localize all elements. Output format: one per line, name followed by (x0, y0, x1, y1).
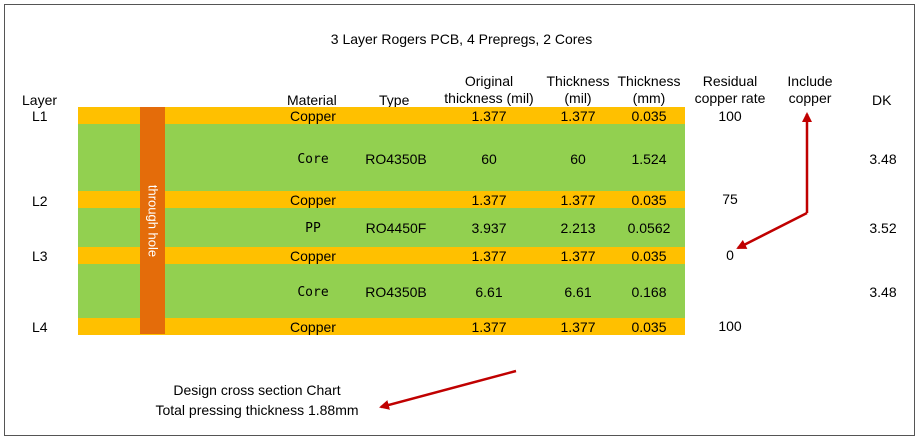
layer-label-l2: L2 (32, 193, 48, 209)
copper-band-l3 (78, 247, 685, 264)
row-4-dk: 3.52 (869, 220, 897, 236)
row-2-type: RO4350B (365, 151, 427, 167)
header-include-copper: Include copper (787, 73, 833, 106)
core-band-2 (78, 264, 685, 318)
copper-band-l4 (78, 318, 685, 335)
header-layer: Layer (22, 92, 58, 108)
row-4-type: RO4450F (365, 220, 427, 236)
footer-caption: Design cross section Chart Total pressin… (155, 382, 359, 418)
row-5-mil: 1.377 (560, 248, 596, 264)
row-3-mm: 0.035 (631, 192, 667, 208)
row-2-dk: 3.48 (869, 151, 897, 167)
row-2-mil: 60 (570, 151, 586, 167)
row-2-material: Core (297, 152, 329, 167)
header-type: Type (379, 92, 410, 108)
row-5-material: Copper (290, 248, 336, 264)
header-dk: DK (872, 92, 892, 108)
row-3-residual: 75 (722, 191, 738, 207)
row-6-mm: 0.168 (631, 284, 667, 300)
row-1-material: Copper (290, 108, 336, 124)
row-4-orig: 3.937 (471, 220, 507, 236)
row-1-residual: 100 (718, 108, 742, 124)
layer-label-l3: L3 (32, 248, 48, 264)
row-3-orig: 1.377 (471, 192, 507, 208)
row-4-material: PP (305, 221, 321, 236)
row-5-orig: 1.377 (471, 248, 507, 264)
through-hole: through hole (140, 107, 165, 334)
row-1-mil: 1.377 (560, 108, 596, 124)
row-6-material: Core (297, 285, 329, 300)
layer-label-l1: L1 (32, 108, 48, 124)
row-6-type: RO4350B (365, 284, 427, 300)
row-5-residual: 0 (726, 247, 734, 263)
row-5-mm: 0.035 (631, 248, 667, 264)
row-7-mm: 0.035 (631, 319, 667, 335)
copper-band-l2 (78, 191, 685, 208)
row-7-residual: 100 (718, 318, 742, 334)
diagram-frame (4, 4, 915, 436)
header-material: Material (287, 92, 337, 108)
thickness-arrow (379, 369, 517, 410)
row-1-mm: 0.035 (631, 108, 667, 124)
row-4-mm: 0.0562 (627, 220, 671, 236)
row-3-mil: 1.377 (560, 192, 596, 208)
row-7-material: Copper (290, 319, 336, 335)
header-original-thickness: Original thickness (mil) (444, 73, 534, 106)
row-6-dk: 3.48 (869, 284, 897, 300)
row-2-orig: 60 (481, 151, 497, 167)
diagram-title: 3 Layer Rogers PCB, 4 Prepregs, 2 Cores (330, 31, 593, 47)
layer-label-l4: L4 (32, 319, 48, 335)
row-7-mil: 1.377 (560, 319, 596, 335)
row-6-mil: 6.61 (564, 284, 592, 300)
header-thickness-mil: Thickness (mil) (546, 73, 610, 106)
prepreg-band (78, 208, 685, 247)
row-6-orig: 6.61 (475, 284, 503, 300)
include-copper-arrow (736, 112, 812, 250)
row-3-material: Copper (290, 192, 336, 208)
row-4-mil: 2.213 (560, 220, 596, 236)
core-band-1 (78, 124, 685, 191)
row-1-orig: 1.377 (471, 108, 507, 124)
header-residual-copper-rate: Residual copper rate (694, 73, 766, 106)
copper-band-l1 (78, 107, 685, 124)
row-2-mm: 1.524 (631, 151, 667, 167)
header-thickness-mm: Thickness (mm) (617, 73, 681, 106)
row-7-orig: 1.377 (471, 319, 507, 335)
